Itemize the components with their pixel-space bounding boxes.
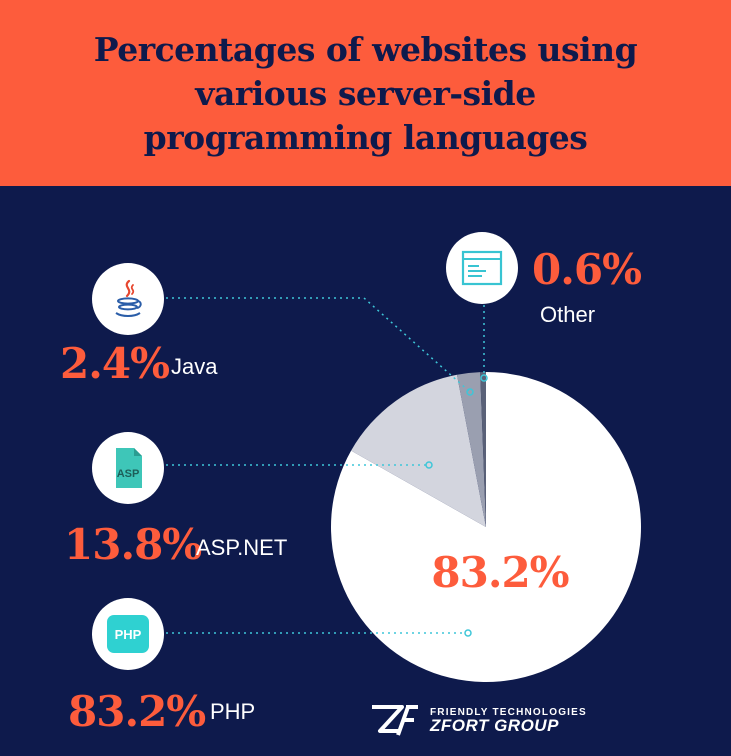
other-label: Other <box>540 302 596 327</box>
java-label: Java <box>171 354 218 379</box>
logo-name: ZFORT GROUP <box>430 716 559 735</box>
code-window-icon <box>461 250 503 286</box>
asp-file-icon: ASP <box>116 448 142 488</box>
php-file-icon: PHP <box>107 615 149 653</box>
leader-dot-other <box>480 374 488 382</box>
title-line-2: various server-side <box>195 74 536 113</box>
php-label: PHP <box>210 699 256 724</box>
zfort-logo-mark <box>372 705 418 736</box>
php-percentage: 83.2% <box>68 687 206 736</box>
pie-slices <box>330 372 641 682</box>
other-percentage: 0.6% <box>532 245 642 294</box>
pie-slice-asp <box>351 374 486 527</box>
leader-lines <box>166 297 488 637</box>
asp-percentage: 13.8% <box>64 520 202 569</box>
title-line-1: Percentages of websites using <box>93 30 638 69</box>
header-banner: Percentages of websites using various se… <box>0 0 731 186</box>
asp-icon-circle: ASP <box>92 432 164 504</box>
title-line-3: programming languages <box>143 118 588 157</box>
asp-icon-text: ASP <box>117 468 140 480</box>
php-icon-text: PHP <box>115 627 142 642</box>
pie-slice-java <box>456 372 486 527</box>
php-icon-circle: PHP <box>92 598 164 670</box>
chart-title: Percentages of websites using various se… <box>40 28 691 160</box>
pie-slice-php <box>330 372 641 682</box>
pie-inside-label: 83.2% <box>431 548 568 597</box>
leader-dot-asp <box>425 461 433 469</box>
java-percentage: 2.4% <box>60 339 170 388</box>
leader-line-java <box>166 297 471 393</box>
asp-label: ASP.NET <box>196 535 288 560</box>
other-icon-circle <box>446 232 518 304</box>
java-icon-circle <box>92 263 164 335</box>
pie-slice-other <box>480 372 486 527</box>
leader-dot-java <box>466 388 474 396</box>
leader-dot-php <box>464 629 472 637</box>
logo-tagline: FRIENDLY TECHNOLOGIES <box>430 707 587 718</box>
java-coffee-icon <box>115 279 142 317</box>
